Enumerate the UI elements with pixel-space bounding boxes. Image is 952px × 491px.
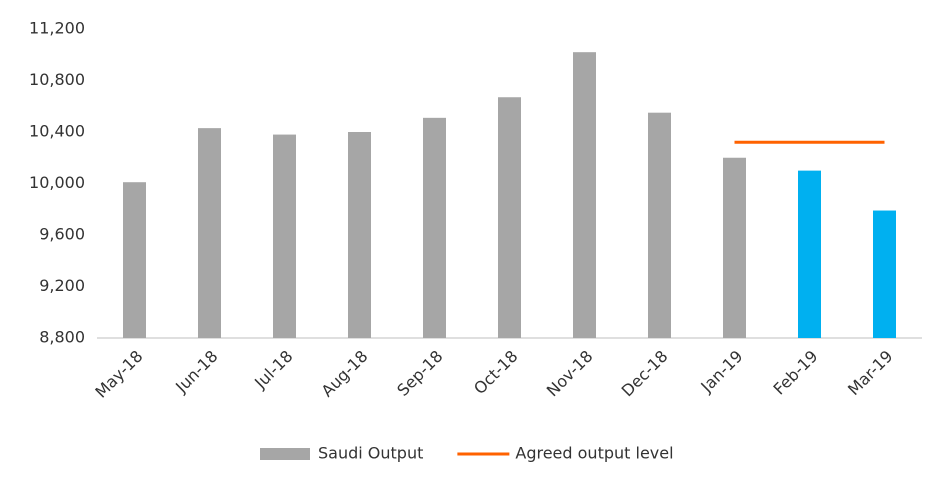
bar	[123, 182, 146, 338]
bar	[198, 128, 221, 338]
legend-label: Saudi Output	[318, 444, 423, 463]
y-tick-label: 8,800	[39, 328, 85, 347]
x-tick-label: Dec-18	[618, 347, 672, 401]
x-tick-label: Jul-18	[250, 347, 296, 393]
x-tick-label: May-18	[91, 347, 146, 402]
legend-swatch	[260, 448, 310, 460]
bar	[423, 117, 446, 339]
y-tick-label: 11,200	[29, 19, 85, 38]
x-tick-label: Jun-18	[171, 347, 221, 397]
bar	[648, 112, 671, 338]
bar	[723, 157, 746, 338]
x-tick-label: Mar-19	[844, 347, 897, 400]
y-tick-label: 10,400	[29, 122, 85, 141]
bar	[498, 97, 521, 338]
bar	[573, 52, 596, 339]
bar	[348, 132, 371, 338]
legend-label: Agreed output level	[515, 444, 673, 463]
bar	[273, 134, 296, 338]
x-tick-label: Feb-19	[770, 347, 822, 399]
x-tick-label: Oct-18	[470, 347, 521, 398]
y-tick-label: 10,800	[29, 70, 85, 89]
x-tick-label: Nov-18	[543, 347, 597, 401]
y-tick-label: 9,200	[39, 276, 85, 295]
x-tick-label: Sep-18	[393, 347, 446, 400]
y-tick-label: 10,000	[29, 173, 85, 192]
y-tick-label: 9,600	[39, 225, 85, 244]
x-tick-label: Aug-18	[318, 347, 372, 401]
bar	[798, 170, 821, 338]
x-tick-label: Jan-19	[696, 347, 746, 397]
bar	[873, 210, 896, 338]
